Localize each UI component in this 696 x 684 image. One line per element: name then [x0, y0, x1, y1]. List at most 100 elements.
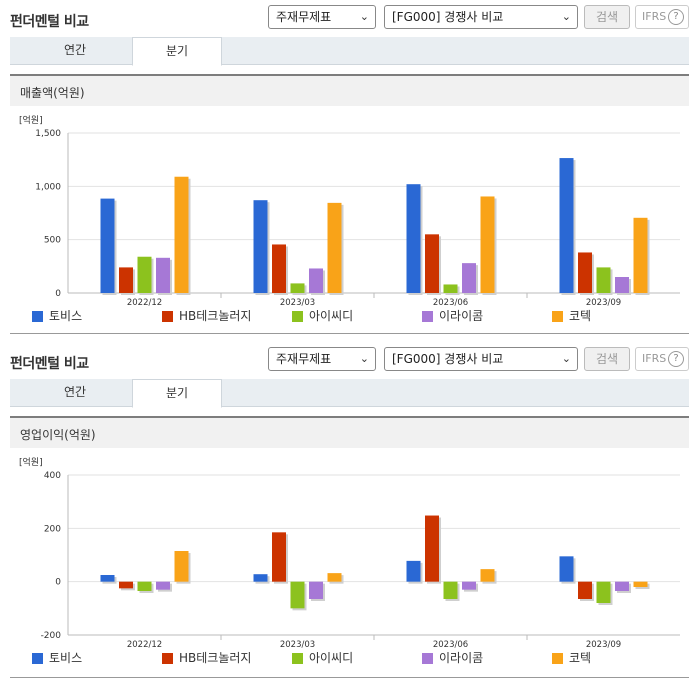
search-button[interactable]: 검색 — [584, 5, 630, 29]
bar-irai — [615, 581, 629, 591]
y-tick-label: 400 — [44, 471, 61, 481]
fundamental-section-revenue: 펀더멘털 비교 주재무제표 ⌄ [FG000] 경쟁사 비교 ⌄ 검색 IFRS… — [0, 0, 696, 340]
bar-tobis — [253, 200, 268, 293]
bar-hb — [425, 234, 439, 293]
peer-group-select[interactable]: [FG000] 경쟁사 비교 ⌄ — [384, 347, 578, 371]
statement-type-value: 주재무제표 — [276, 10, 332, 24]
bar-hb — [425, 515, 439, 582]
bar-kotek — [633, 217, 648, 293]
y-tick-label: 0 — [55, 578, 61, 588]
legend-label: 토비스 — [49, 651, 83, 665]
section-divider — [10, 677, 689, 678]
bar-tobis — [406, 560, 421, 582]
bar-tobis — [559, 158, 574, 293]
legend-swatch — [422, 311, 433, 322]
bar-hb — [272, 532, 286, 582]
legend-label: 이라이콤 — [439, 309, 484, 323]
section-title: 펀더멘털 비교 — [10, 356, 89, 372]
chart-title-bar: 매출액(억원) — [10, 74, 689, 106]
legend-swatch — [552, 311, 563, 322]
tab-annual[interactable]: 연간 — [63, 43, 87, 57]
y-tick-label: 1,500 — [35, 129, 61, 139]
chevron-down-icon: ⌄ — [359, 352, 369, 365]
section-header: 펀더멘털 비교 주재무제표 ⌄ [FG000] 경쟁사 비교 ⌄ 검색 IFRS… — [0, 342, 696, 376]
question-icon[interactable]: ? — [668, 351, 684, 367]
period-tabs: 연간 분기 — [10, 37, 689, 66]
y-tick-label: 0 — [55, 289, 61, 299]
bar-ai — [443, 284, 458, 293]
bar-irai — [156, 257, 170, 293]
legend-label: 코텍 — [569, 651, 592, 665]
bar-kotek — [633, 581, 648, 587]
x-tick-label: 2022/12 — [127, 640, 162, 650]
x-tick-label: 2023/06 — [433, 640, 468, 650]
legend-swatch — [292, 311, 303, 322]
section-header: 펀더멘털 비교 주재무제표 ⌄ [FG000] 경쟁사 비교 ⌄ 검색 IFRS… — [0, 0, 696, 34]
legend-label: 아이씨디 — [309, 651, 354, 665]
tab-quarter[interactable]: 분기 — [132, 37, 222, 66]
y-tick-label: 200 — [44, 524, 61, 534]
chart-legend: 토비스 HB테크놀러지 아이씨디 이라이콤 코텍 — [0, 309, 696, 325]
chart-legend: 토비스 HB테크놀러지 아이씨디 이라이콤 코텍 — [0, 651, 696, 667]
bar-ai — [137, 256, 152, 293]
bar-kotek — [327, 573, 342, 582]
bar-kotek — [480, 569, 495, 582]
tab-annual[interactable]: 연간 — [63, 385, 87, 399]
legend-label: 아이씨디 — [309, 309, 354, 323]
chart-title: 영업이익(억원) — [20, 428, 96, 442]
bar-tobis — [100, 575, 115, 582]
bar-ai — [596, 267, 611, 293]
bar-kotek — [174, 176, 189, 293]
question-icon[interactable]: ? — [668, 9, 684, 25]
ifrs-label: IFRS — [642, 10, 667, 23]
statement-type-value: 주재무제표 — [276, 352, 332, 366]
bar-hb — [578, 252, 592, 293]
statement-type-select[interactable]: 주재무제표 ⌄ — [268, 5, 376, 29]
tab-quarter[interactable]: 분기 — [132, 379, 222, 408]
legend-swatch — [162, 311, 173, 322]
bar-kotek — [327, 202, 342, 293]
bar-tobis — [253, 574, 268, 582]
bar-irai — [156, 581, 170, 590]
x-tick-label: 2023/03 — [280, 298, 315, 308]
section-title: 펀더멘털 비교 — [10, 14, 89, 30]
fundamental-section-operating-profit: 펀더멘털 비교 주재무제표 ⌄ [FG000] 경쟁사 비교 ⌄ 검색 IFRS… — [0, 342, 696, 684]
chevron-down-icon: ⌄ — [561, 10, 571, 23]
bar-hb — [578, 581, 592, 599]
bar-irai — [309, 581, 323, 599]
bar-irai — [615, 277, 629, 293]
operating-profit-chart: [억원] -200 0 200 400 2022/12 2023/03 2023/06 2023… — [19, 456, 680, 650]
legend-swatch — [32, 311, 43, 322]
y-unit-label: [억원] — [19, 456, 43, 468]
legend-swatch — [552, 653, 563, 664]
y-tick-label: 500 — [44, 236, 61, 246]
x-tick-label: 2023/03 — [280, 640, 315, 650]
revenue-chart: [억원] 0 500 1,000 1,500 2022/12 2023/03 2023/06 2… — [19, 114, 680, 308]
y-tick-label: 1,000 — [35, 182, 61, 192]
legend-swatch — [162, 653, 173, 664]
legend-label: 코텍 — [569, 309, 592, 323]
x-tick-label: 2022/12 — [127, 298, 162, 308]
bar-hb — [119, 581, 133, 589]
legend-label: HB테크놀러지 — [179, 309, 252, 323]
search-button[interactable]: 검색 — [584, 347, 630, 371]
peer-group-value: [FG000] 경쟁사 비교 — [392, 10, 504, 24]
legend-swatch — [32, 653, 43, 664]
x-tick-label: 2023/09 — [586, 298, 621, 308]
chart-title-bar: 영업이익(억원) — [10, 416, 689, 448]
peer-group-value: [FG000] 경쟁사 비교 — [392, 352, 504, 366]
y-unit-label: [억원] — [19, 114, 43, 126]
bar-irai — [462, 263, 476, 293]
legend-label: HB테크놀러지 — [179, 651, 252, 665]
legend-swatch — [422, 653, 433, 664]
peer-group-select[interactable]: [FG000] 경쟁사 비교 ⌄ — [384, 5, 578, 29]
legend-label: 토비스 — [49, 309, 83, 323]
section-divider — [10, 333, 689, 334]
bar-tobis — [406, 184, 421, 293]
ifrs-button[interactable]: IFRS ? — [635, 347, 689, 371]
bar-ai — [290, 581, 305, 609]
bar-kotek — [480, 196, 495, 293]
statement-type-select[interactable]: 주재무제표 ⌄ — [268, 347, 376, 371]
ifrs-button[interactable]: IFRS ? — [635, 5, 689, 29]
y-tick-label: -200 — [41, 631, 62, 641]
